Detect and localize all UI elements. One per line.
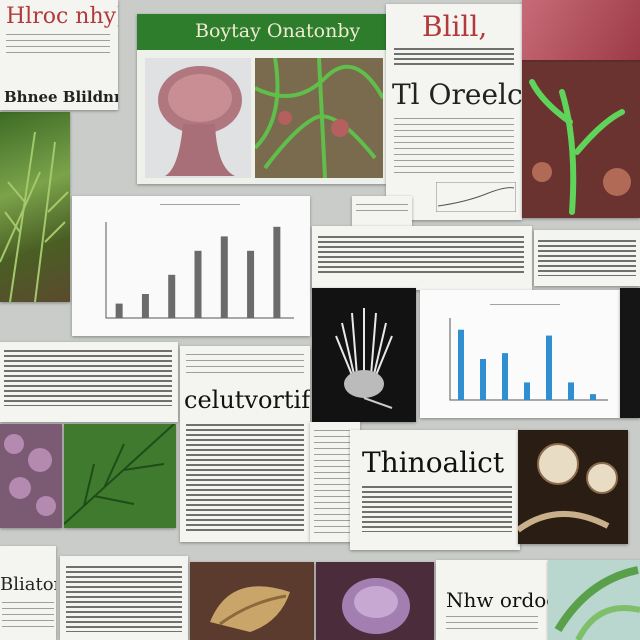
bar-5 bbox=[220, 236, 228, 318]
card-green-leaf bbox=[64, 424, 176, 528]
card-fern-photo bbox=[0, 112, 70, 302]
chart-axis bbox=[449, 318, 608, 401]
text-lines bbox=[538, 240, 636, 276]
card-celutvortif: celutvortif bbox=[180, 346, 310, 542]
title-tl-oreelc: Tl Oreelc bbox=[392, 78, 522, 111]
card-dark-specimen bbox=[312, 288, 416, 422]
title-bhnee: Bhnee Blildnnee bbox=[4, 88, 118, 106]
specimen-illustration bbox=[335, 308, 393, 409]
photo-green-veins bbox=[255, 58, 383, 178]
green-tissue bbox=[522, 62, 640, 218]
title-blill: Blill, bbox=[422, 10, 488, 43]
title-nhw-ordoe: Nhw ordoe bbox=[446, 588, 548, 612]
photo-mushroom bbox=[145, 58, 251, 178]
card-bar-chart-blue bbox=[420, 290, 620, 418]
title-thinoalict: Thinoalict bbox=[362, 446, 505, 479]
chart-axis bbox=[105, 222, 294, 319]
bar-chart-1 bbox=[105, 222, 294, 319]
card-bliator: Bliator bbox=[0, 546, 56, 640]
bar-2 bbox=[141, 294, 149, 318]
leaf-veins bbox=[64, 424, 175, 525]
bar-4 bbox=[524, 382, 530, 400]
purple-cells bbox=[4, 434, 56, 516]
text-lines bbox=[394, 48, 514, 66]
card-cell-photo bbox=[522, 0, 640, 218]
fungus-illustration bbox=[210, 586, 290, 632]
purple-cap bbox=[342, 578, 410, 634]
text-lines bbox=[356, 204, 408, 216]
pink-strip bbox=[522, 0, 640, 60]
bar-chart-2 bbox=[449, 318, 608, 401]
mushroom-illustration bbox=[158, 66, 242, 176]
text-lines bbox=[2, 602, 54, 632]
text-lines bbox=[314, 430, 356, 534]
card-plant-bottom bbox=[548, 560, 640, 640]
card-text-right bbox=[534, 230, 640, 286]
bar-2 bbox=[480, 359, 486, 400]
green-header bbox=[137, 14, 387, 50]
card-top-left: Hlroc nhy) Bhnee Blildnnee bbox=[0, 0, 118, 110]
bar-7 bbox=[273, 226, 281, 318]
card-text-midleft bbox=[0, 342, 178, 422]
card-dark-edge bbox=[620, 288, 640, 418]
text-lines bbox=[394, 118, 514, 178]
card-bar-chart-gray bbox=[72, 196, 310, 336]
title-botany: Boytay Onatonby bbox=[195, 20, 361, 42]
card-strip bbox=[352, 196, 412, 226]
card-thinoalict: Thinoalict bbox=[350, 430, 520, 550]
title-bliator: Bliator bbox=[0, 574, 56, 595]
bar-6 bbox=[568, 382, 574, 400]
text-lines bbox=[186, 354, 304, 378]
text-lines bbox=[318, 236, 524, 276]
text-lines bbox=[446, 616, 538, 630]
mini-line-chart bbox=[436, 182, 516, 212]
fungi-illustration bbox=[518, 443, 618, 533]
vein-illustration bbox=[255, 58, 383, 178]
chart-title-lines bbox=[160, 204, 240, 210]
bar-3 bbox=[168, 274, 176, 318]
card-nhw-ordoe: Nhw ordoe bbox=[436, 560, 548, 640]
title-celutvortif: celutvortif bbox=[184, 386, 310, 414]
card-text-wide bbox=[312, 226, 532, 290]
text-lines bbox=[362, 486, 512, 532]
card-purple-tissue bbox=[0, 424, 62, 528]
card-fungi-photo bbox=[518, 430, 628, 544]
card-purple-bottom bbox=[316, 562, 434, 640]
plant-illustration bbox=[554, 566, 640, 640]
card-botany: Boytay Onatonby bbox=[137, 14, 387, 184]
card-blill: Blill, Tl Oreelc bbox=[386, 4, 522, 220]
fern-leaves bbox=[0, 131, 69, 302]
bar-4 bbox=[194, 250, 202, 318]
chart-title-lines bbox=[490, 304, 560, 310]
card-bottom-text bbox=[60, 556, 188, 640]
bar-1 bbox=[458, 329, 464, 400]
bar-5 bbox=[546, 335, 552, 400]
bar-6 bbox=[247, 250, 255, 318]
bar-7 bbox=[590, 394, 596, 400]
bar-1 bbox=[115, 303, 123, 318]
text-lines bbox=[6, 34, 110, 56]
text-lines bbox=[4, 350, 172, 406]
card-fungus-bottom bbox=[190, 562, 314, 640]
text-lines bbox=[66, 566, 182, 632]
bar-3 bbox=[502, 353, 508, 400]
title-hlroc: Hlroc nhy) bbox=[6, 4, 118, 29]
text-lines bbox=[186, 424, 304, 532]
